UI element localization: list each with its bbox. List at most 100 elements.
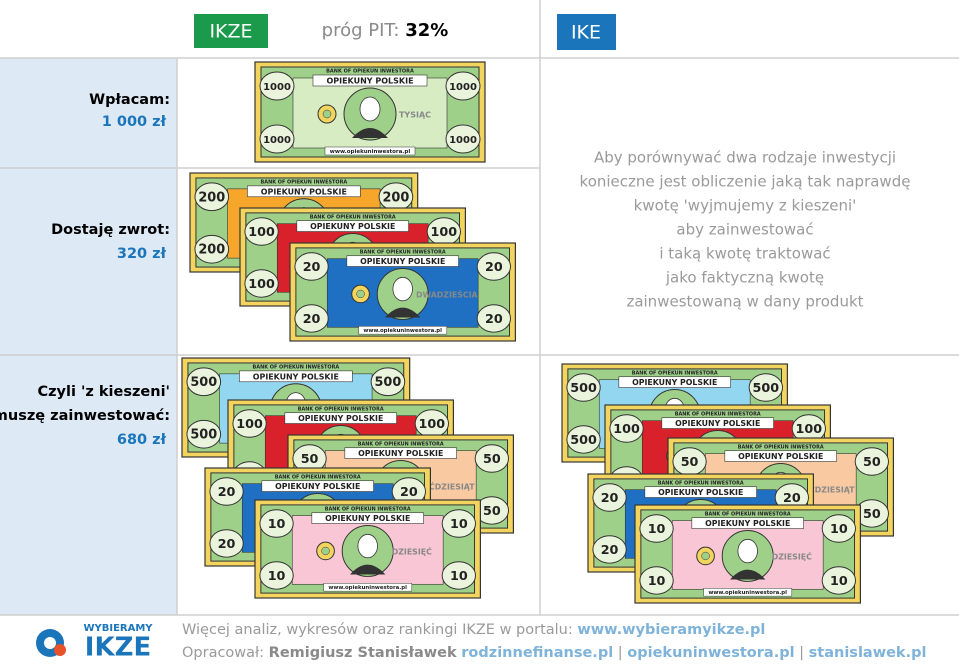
note-bank: BANK OF OPIEKUN INWESTORA [275, 474, 361, 480]
note-title: OPIEKUNY POLSKIE [298, 414, 383, 423]
footer-text: Opracował: [182, 645, 264, 661]
threshold: próg PIT: 32% [322, 20, 449, 41]
note-corner [854, 447, 889, 476]
footer-link[interactable]: rodzinnefinanse.pl [461, 645, 613, 661]
label-column [0, 58, 177, 615]
note-denomination: 20 [218, 485, 236, 500]
portrait-face [392, 276, 413, 302]
note-corner [194, 234, 230, 264]
note-url: www.opiekuninwestora.pl [363, 328, 442, 334]
note-corner [445, 124, 481, 154]
note-denomination: 10 [450, 517, 468, 532]
portrait-body [350, 564, 386, 575]
note-corner [259, 509, 294, 538]
note-denomination: 50 [863, 507, 881, 522]
footer-link[interactable]: opiekuninwestora.pl [627, 645, 794, 661]
note-denomination: 50 [681, 455, 699, 470]
note-denomination: 100 [248, 277, 275, 292]
banknote: 10 10 10 10 BANK OF OPIEKUN INWESTORA OPIEKUN… [254, 499, 481, 599]
note-banner [724, 450, 837, 462]
ike-badge [557, 14, 616, 50]
note-denomination: 100 [236, 417, 263, 432]
note-banner [691, 517, 804, 529]
note-title: OPIEKUNY POLSKIE [705, 519, 790, 528]
row-label: Wpłacam: [89, 92, 170, 108]
note-bank: BANK OF OPIEKUN INWESTORA [326, 69, 414, 75]
note-corner [294, 252, 329, 281]
note-denomination: 10 [268, 517, 286, 532]
logo-top: WYBIERAMY [83, 623, 153, 634]
explanation: Aby porównywać dwa rodzaje inwestycji kon… [580, 149, 911, 311]
note-denomination: 50 [483, 452, 501, 467]
note-banner [661, 417, 774, 429]
note-title: OPIEKUNY POLSKIE [675, 419, 760, 428]
note-title: OPIEKUNY POLSKIE [253, 372, 339, 381]
note-bank: BANK OF OPIEKUN INWESTORA [252, 364, 339, 370]
note-corner [209, 477, 244, 506]
note-corner [294, 304, 329, 333]
footer-link[interactable]: www.wybieramyikze.pl [577, 622, 765, 638]
portrait-face [359, 96, 381, 122]
note-denomination: 200 [198, 190, 225, 205]
banknote: 20 20 20 20 BANK OF OPIEKUN INWESTORA OPIEKUN… [289, 242, 516, 342]
row-amount: 320 zł [117, 246, 167, 262]
footer-link[interactable]: stanislawek.pl [809, 645, 927, 661]
note-seal-inner [701, 551, 710, 561]
explanation-line: jako faktyczną kwotę [665, 269, 824, 287]
note-denomination: 1000 [263, 82, 291, 93]
note-denomination: 100 [796, 422, 823, 437]
note-bank: BANK OF OPIEKUN INWESTORA [675, 411, 761, 417]
note-seal-inner [322, 109, 332, 119]
note-title: OPIEKUNY POLSKIE [738, 452, 823, 461]
note-denomination: 20 [400, 485, 418, 500]
note-denomination: 20 [783, 491, 801, 506]
note-bank: BANK OF OPIEKUN INWESTORA [358, 441, 444, 447]
note-corner [259, 124, 295, 154]
note-denomination: 50 [483, 504, 501, 519]
logo-icon-hole [44, 637, 56, 649]
note-corner [441, 509, 476, 538]
note-denomination: 50 [301, 452, 319, 467]
note-word: DWADZIEŚCIA [416, 288, 479, 299]
note-bank: BANK OF OPIEKUN INWESTORA [360, 249, 446, 255]
footer-text: Więcej analiz, wykresów oraz rankingi IK… [182, 622, 573, 638]
note-denomination: 500 [570, 433, 597, 448]
note-banner [312, 74, 428, 87]
note-banner [618, 376, 731, 388]
note-title: OPIEKUNY POLSKIE [326, 77, 413, 86]
note-denomination: 500 [190, 375, 217, 390]
threshold-value: 32% [405, 20, 448, 41]
note-banner [261, 480, 374, 492]
note-word: PIĘĆDZIESIĄT [795, 483, 855, 494]
logo-check [54, 644, 66, 656]
note-title: OPIEKUNY POLSKIE [632, 378, 717, 387]
note-denomination: 10 [268, 569, 286, 584]
note-word: DZIESIĘĆ [392, 545, 432, 556]
note-corner [639, 514, 674, 543]
note-denomination: 200 [198, 243, 225, 258]
note-seal-inner [356, 289, 365, 299]
row-label: Dostaję zwrot: [51, 222, 170, 238]
note-corner [609, 414, 644, 443]
note-corner [566, 373, 601, 402]
note-bank: BANK OF OPIEKUN INWESTORA [260, 179, 347, 185]
note-denomination: 1000 [449, 82, 477, 93]
note-denomination: 20 [485, 260, 503, 275]
note-denomination: 50 [863, 455, 881, 470]
note-banner [247, 185, 361, 198]
note-corner [244, 269, 279, 298]
note-word: PIĘĆDZIESIĄT [415, 480, 475, 491]
note-title: OPIEKUNY POLSKIE [325, 514, 410, 523]
note-denomination: 10 [830, 522, 848, 537]
note-denomination: 200 [382, 190, 409, 205]
note-title: OPIEKUNY POLSKIE [360, 257, 445, 266]
note-denomination: 20 [601, 491, 619, 506]
row-labels: Wpłacam: 1 000 zł Dostaję zwrot: 320 zł Czyl… [0, 92, 170, 448]
note-denomination: 20 [485, 312, 503, 327]
explanation-line: kwotę 'wyjmujemy z kieszeni' [634, 197, 857, 215]
note-corner [259, 71, 295, 101]
separator: | [799, 645, 804, 661]
row-label: Czyli 'z kieszeni' [37, 384, 170, 400]
note-corner [194, 182, 230, 212]
